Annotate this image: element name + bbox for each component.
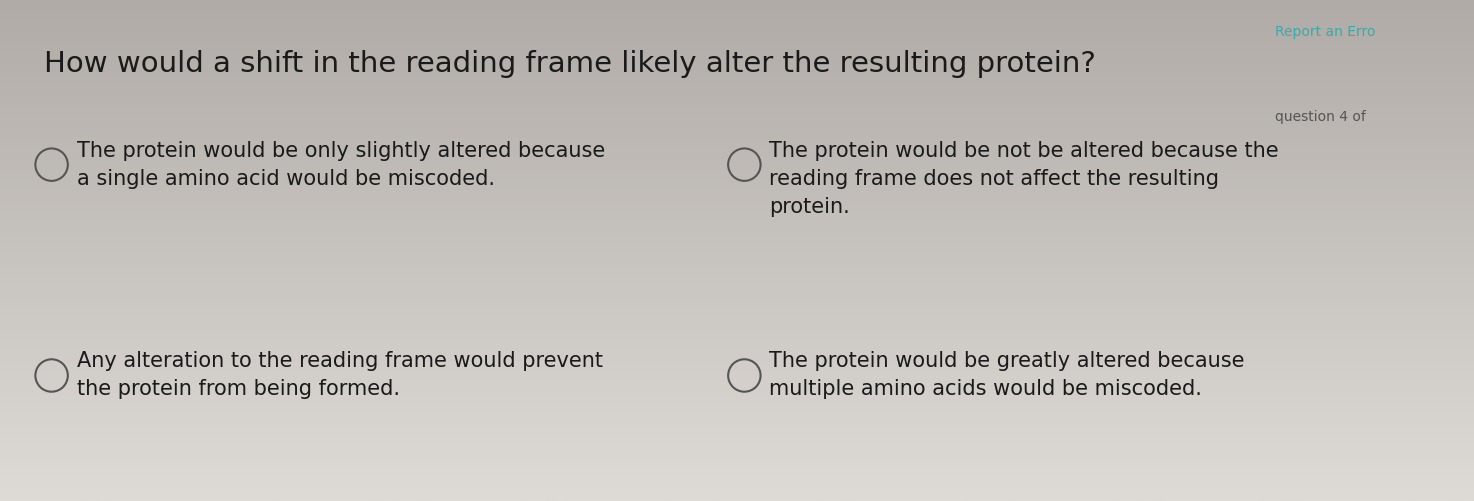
Text: Any alteration to the reading frame would prevent
the protein from being formed.: Any alteration to the reading frame woul… <box>77 351 603 399</box>
Text: question 4 of: question 4 of <box>1275 110 1366 124</box>
Text: The protein would be only slightly altered because
a single amino acid would be : The protein would be only slightly alter… <box>77 140 604 188</box>
Text: How would a shift in the reading frame likely alter the resulting protein?: How would a shift in the reading frame l… <box>44 50 1097 78</box>
Text: The protein would be not be altered because the
reading frame does not affect th: The protein would be not be altered beca… <box>769 140 1279 216</box>
Text: Report an Erro: Report an Erro <box>1275 25 1375 39</box>
Text: The protein would be greatly altered because
multiple amino acids would be misco: The protein would be greatly altered bec… <box>769 351 1246 399</box>
